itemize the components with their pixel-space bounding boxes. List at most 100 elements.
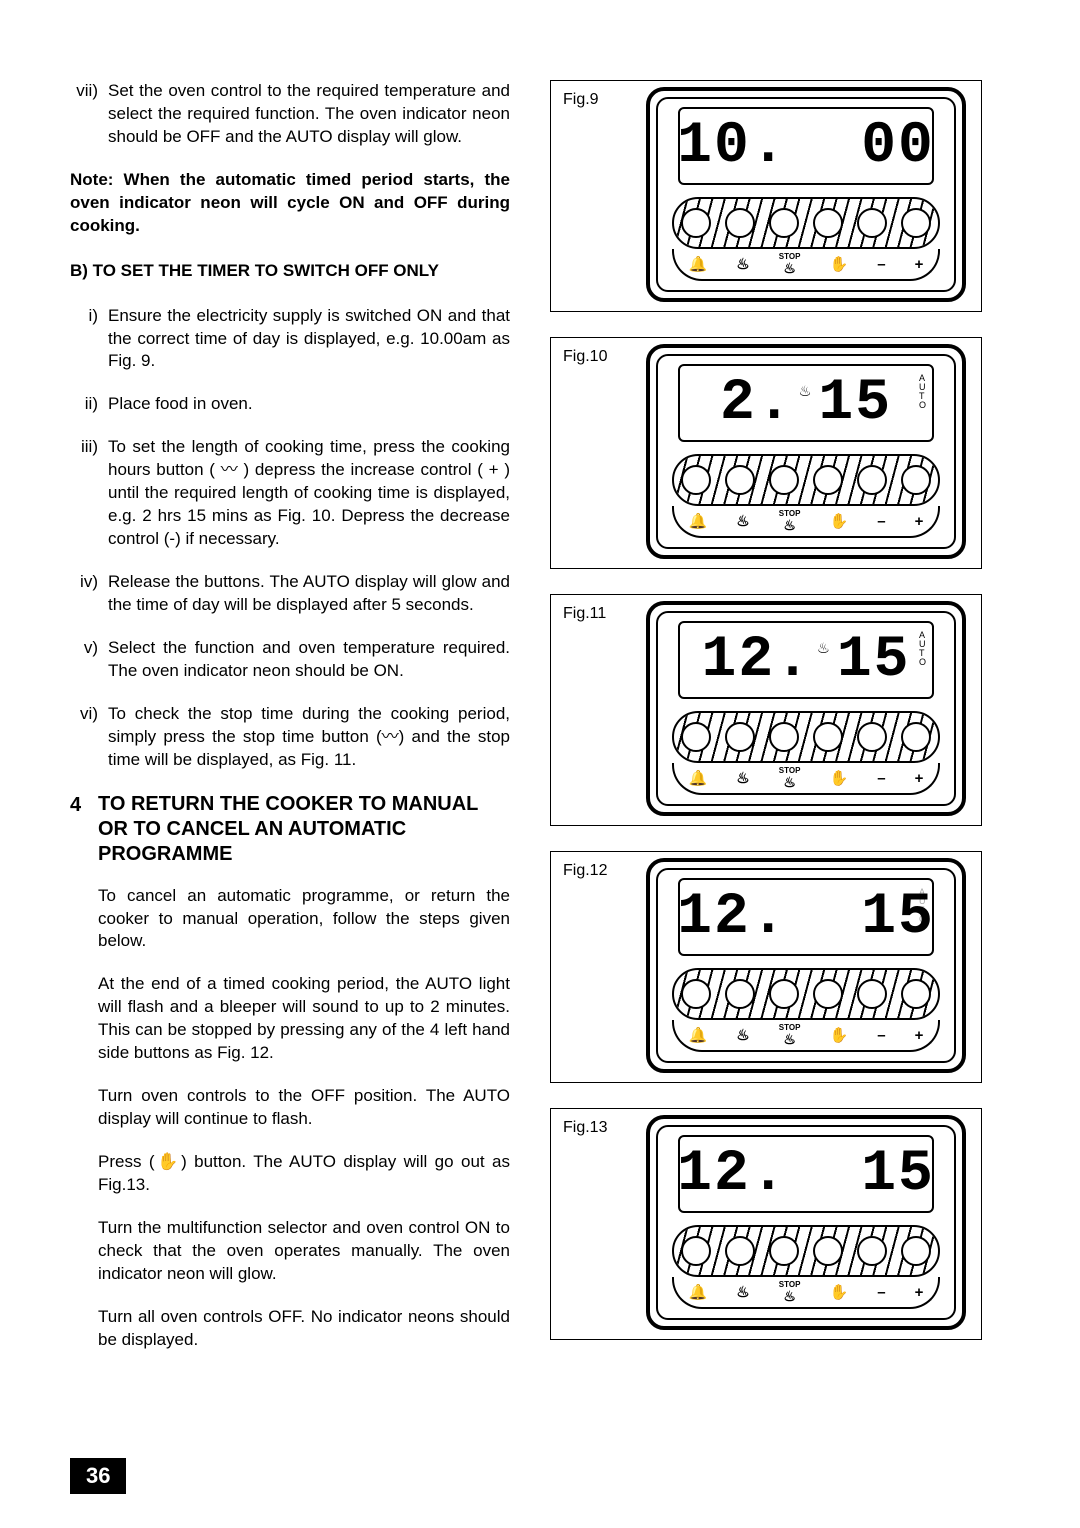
timer-device: 10. 00🔔♨STOP♨✋–+	[646, 87, 966, 302]
list-text: Select the function and oven temperature…	[108, 637, 510, 683]
list-num: vii)	[70, 80, 108, 149]
device-button[interactable]	[769, 979, 799, 1009]
list-text: Release the buttons. The AUTO display wi…	[108, 571, 510, 617]
pot-icon: ♨	[818, 637, 831, 659]
device-button[interactable]	[681, 208, 711, 238]
device-button[interactable]	[725, 722, 755, 752]
device-button[interactable]	[901, 722, 931, 752]
device-button[interactable]	[813, 465, 843, 495]
lcd-display: 2.♨15AUTO	[678, 364, 934, 442]
bell-icon: 🔔	[689, 512, 708, 530]
list-num: vi)	[70, 703, 108, 772]
list-num: v)	[70, 637, 108, 683]
device-button[interactable]	[901, 465, 931, 495]
para-1: To cancel an automatic programme, or ret…	[70, 885, 510, 954]
lcd-display: 12. 15	[678, 1135, 934, 1213]
para-6: Turn all oven controls OFF. No indicator…	[70, 1306, 510, 1352]
device-button[interactable]	[857, 722, 887, 752]
device-button[interactable]	[813, 979, 843, 1009]
display-left: 12.	[677, 1142, 787, 1207]
minus-icon: –	[877, 1284, 885, 1301]
list-item-vii: vii) Set the oven control to the require…	[70, 80, 510, 149]
hand-icon: ✋	[830, 1026, 849, 1044]
plus-icon: +	[915, 770, 924, 787]
button-strip	[672, 454, 940, 506]
device-button[interactable]	[901, 1236, 931, 1266]
display-right: 15	[818, 371, 892, 436]
device-button[interactable]	[813, 208, 843, 238]
figure-label: Fig.13	[563, 1119, 607, 1137]
device-button[interactable]	[681, 1236, 711, 1266]
device-button[interactable]	[857, 465, 887, 495]
device-button[interactable]	[769, 465, 799, 495]
timer-device: 12. 15AUTO🔔♨STOP♨✋–+	[646, 858, 966, 1073]
device-button[interactable]	[725, 208, 755, 238]
auto-indicator: AUTO	[919, 374, 928, 410]
device-button[interactable]	[725, 1236, 755, 1266]
lcd-display: 12. 15AUTO	[678, 878, 934, 956]
figure-13: Fig.1312. 15🔔♨STOP♨✋–+	[550, 1108, 982, 1340]
device-button[interactable]	[681, 722, 711, 752]
section-b-title: B) TO SET THE TIMER TO SWITCH OFF ONLY	[70, 260, 510, 283]
lcd-display: 10. 00	[678, 107, 934, 185]
button-strip	[672, 711, 940, 763]
hand-icon: ✋	[830, 255, 849, 273]
display-right: 00	[861, 114, 935, 179]
device-button[interactable]	[901, 979, 931, 1009]
device-button[interactable]	[681, 979, 711, 1009]
cook-icon: ♨	[736, 512, 749, 530]
list-num: ii)	[70, 393, 108, 416]
device-button[interactable]	[769, 208, 799, 238]
device-button[interactable]	[901, 208, 931, 238]
button-labels: 🔔♨STOP♨✋–+	[672, 1020, 940, 1052]
display-left: 12.	[677, 885, 787, 950]
button-labels: 🔔♨STOP♨✋–+	[672, 763, 940, 795]
list-item-iv: iv) Release the buttons. The AUTO displa…	[70, 571, 510, 617]
hand-icon: ✋	[830, 1283, 849, 1301]
list-text: Set the oven control to the required tem…	[108, 80, 510, 149]
device-button[interactable]	[769, 722, 799, 752]
auto-indicator: AUTO	[919, 631, 928, 667]
list-item-i: i) Ensure the electricity supply is swit…	[70, 305, 510, 374]
device-button[interactable]	[725, 465, 755, 495]
para-4: Press (✋) button. The AUTO display will …	[70, 1151, 510, 1197]
device-inner: 10. 00🔔♨STOP♨✋–+	[656, 97, 956, 292]
section-4-num: 4	[70, 792, 98, 867]
stop-icon: STOP♨	[779, 1281, 801, 1303]
device-inner: 2.♨15AUTO🔔♨STOP♨✋–+	[656, 354, 956, 549]
figure-10: Fig.102.♨15AUTO🔔♨STOP♨✋–+	[550, 337, 982, 569]
list-item-v: v) Select the function and oven temperat…	[70, 637, 510, 683]
para-2: At the end of a timed cooking period, th…	[70, 973, 510, 1065]
plus-icon: +	[915, 256, 924, 273]
cook-icon: ♨	[736, 255, 749, 273]
device-button[interactable]	[725, 979, 755, 1009]
note-text: Note: When the automatic timed period st…	[70, 169, 510, 238]
display-right: 15	[837, 628, 911, 693]
timer-device: 12.♨15AUTO🔔♨STOP♨✋–+	[646, 601, 966, 816]
device-button[interactable]	[857, 208, 887, 238]
device-button[interactable]	[857, 979, 887, 1009]
button-strip	[672, 197, 940, 249]
device-inner: 12. 15AUTO🔔♨STOP♨✋–+	[656, 868, 956, 1063]
cook-icon: ♨	[736, 769, 749, 787]
device-button[interactable]	[681, 465, 711, 495]
timer-device: 2.♨15AUTO🔔♨STOP♨✋–+	[646, 344, 966, 559]
section-4-header: 4 TO RETURN THE COOKER TO MANUAL OR TO C…	[70, 792, 510, 867]
figure-9: Fig.910. 00🔔♨STOP♨✋–+	[550, 80, 982, 312]
cook-icon: ♨	[736, 1026, 749, 1044]
button-strip	[672, 968, 940, 1020]
list-num: iv)	[70, 571, 108, 617]
list-text: Place food in oven.	[108, 393, 510, 416]
para-3: Turn oven controls to the OFF position. …	[70, 1085, 510, 1131]
list-text: Ensure the electricity supply is switche…	[108, 305, 510, 374]
device-button[interactable]	[813, 722, 843, 752]
device-button[interactable]	[769, 1236, 799, 1266]
stop-icon: STOP♨	[779, 1024, 801, 1046]
device-button[interactable]	[857, 1236, 887, 1266]
minus-icon: –	[877, 513, 885, 530]
hand-icon: ✋	[830, 769, 849, 787]
list-num: iii)	[70, 436, 108, 551]
list-text: To set the length of cooking time, press…	[108, 436, 510, 551]
minus-icon: –	[877, 770, 885, 787]
device-button[interactable]	[813, 1236, 843, 1266]
